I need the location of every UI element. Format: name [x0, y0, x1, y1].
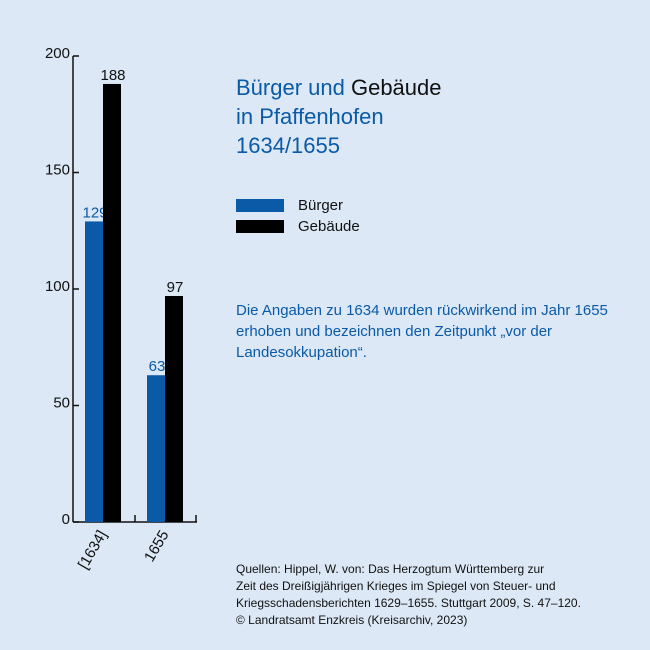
y-tick-label: 0	[62, 511, 70, 528]
x-tick-label: [1634]	[75, 528, 111, 573]
chart-note: Die Angaben zu 1634 wurden rückwirkend i…	[236, 302, 608, 361]
bar	[85, 221, 103, 522]
legend-label-buerger: Bürger	[298, 197, 344, 214]
bar	[103, 83, 121, 523]
y-tick-label: 50	[53, 395, 70, 412]
copyright-line: © Landratsamt Enzkreis (Kreisarchiv, 202…	[236, 613, 468, 627]
legend-label-gebaeude: Gebäude	[298, 218, 360, 235]
sources-line: Kriegsschadensberichten 1629–1655. Stutt…	[236, 596, 581, 610]
data-label: 188	[100, 67, 125, 84]
x-tick-label: 1655	[141, 528, 172, 565]
bar	[147, 375, 165, 522]
y-tick-label: 150	[45, 162, 70, 179]
sources-line: Quellen: Hippel, W. von: Das Herzogtum W…	[236, 562, 545, 576]
legend-item-gebaeude: Gebäude	[236, 216, 360, 237]
y-tick-label: 200	[45, 45, 70, 62]
data-label: 97	[167, 279, 184, 296]
y-tick-label: 100	[45, 278, 70, 295]
sources: Quellen: Hippel, W. von: Das Herzogtum W…	[236, 561, 636, 629]
legend: Bürger Gebäude	[236, 195, 360, 237]
data-label: 63	[149, 358, 166, 375]
sources-line: Zeit des Dreißigjährigen Krieges im Spie…	[236, 579, 556, 593]
legend-item-buerger: Bürger	[236, 195, 360, 216]
chart-title: Bürger und Gebäude in Pfaffenhofen 1634/…	[236, 75, 442, 158]
legend-swatch-gebaeude	[236, 220, 284, 233]
data-label: 129	[82, 204, 107, 221]
bar	[165, 295, 183, 522]
legend-swatch-buerger	[236, 199, 284, 212]
